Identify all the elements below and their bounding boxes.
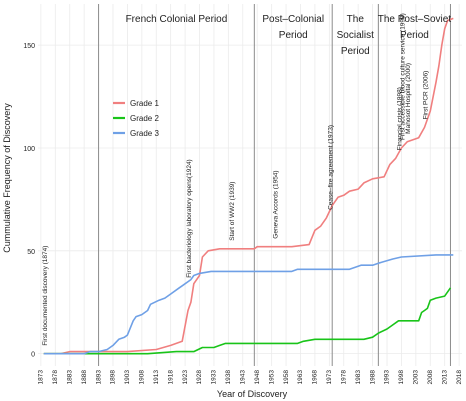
x-tick-label: 1918 bbox=[167, 370, 174, 385]
x-tick-label: 1953 bbox=[268, 370, 275, 385]
x-tick-label: 2008 bbox=[427, 370, 434, 385]
x-tick-label: 1908 bbox=[139, 370, 146, 385]
series-line-grade-1 bbox=[43, 17, 454, 355]
series-lines bbox=[43, 17, 454, 355]
x-tick-label: 1888 bbox=[81, 370, 88, 385]
annotation-label: First accessible blood culture service (… bbox=[399, 13, 406, 140]
x-tick-label: 1938 bbox=[225, 370, 232, 385]
period-labels: French Colonial Period Post–Colonial Perio… bbox=[126, 14, 452, 57]
x-tick-label: 1978 bbox=[340, 370, 347, 385]
annotation-label: First bacteriology laboratory opens(1924… bbox=[186, 159, 193, 278]
x-tick-label: 1973 bbox=[326, 370, 333, 385]
x-tick-label: 1893 bbox=[95, 370, 102, 385]
period-label: Post–Colonial bbox=[262, 14, 324, 25]
x-tick-label: 1883 bbox=[66, 370, 73, 385]
x-tick-label: 1948 bbox=[254, 370, 261, 385]
legend-label: Grade 2 bbox=[130, 114, 159, 123]
annotation-label: Start of WW2 (1939) bbox=[229, 182, 236, 241]
annotation-label: Cease–fire agreement (1973) bbox=[327, 125, 334, 210]
annotation-label: First PCR (2006) bbox=[423, 71, 430, 120]
y-tick-label: 100 bbox=[23, 146, 35, 153]
y-tick-label: 50 bbox=[27, 249, 35, 256]
period-label: The Post–Soviet bbox=[378, 14, 452, 25]
x-tick-label: 1943 bbox=[240, 370, 247, 385]
x-tick-label: 1873 bbox=[38, 370, 45, 385]
x-tick-label: 1968 bbox=[312, 370, 319, 385]
annotations: First documented discovery (1874) First b… bbox=[42, 13, 430, 345]
period-label: French Colonial Period bbox=[126, 14, 228, 25]
annotation-label: Geneva Accords (1954) bbox=[273, 170, 280, 238]
period-label: The bbox=[347, 14, 365, 25]
x-tick-label: 1903 bbox=[124, 370, 131, 385]
x-tick-label: 2013 bbox=[441, 370, 448, 385]
annotation-label: First documented discovery (1874) bbox=[42, 246, 49, 346]
annotation-label: Financial crisis (1998) bbox=[397, 87, 404, 150]
series-line-grade-2 bbox=[43, 287, 452, 355]
x-tick-label: 1923 bbox=[182, 370, 189, 385]
period-label: Socialist bbox=[337, 30, 374, 41]
period-label: Period bbox=[400, 30, 429, 41]
period-dividers bbox=[98, 4, 451, 366]
legend-label: Grade 3 bbox=[130, 129, 159, 138]
y-axis-label: Cummulative Frequency of Discovery bbox=[2, 103, 12, 253]
x-tick-label: 1928 bbox=[196, 370, 203, 385]
period-label: Period bbox=[341, 46, 370, 57]
y-tick-label: 0 bbox=[31, 352, 35, 359]
x-tick-label: 1993 bbox=[384, 370, 391, 385]
period-label: Period bbox=[279, 30, 308, 41]
legend: Grade 1 Grade 2 Grade 3 bbox=[113, 99, 159, 138]
x-axis-label: Year of Discovery bbox=[217, 389, 288, 399]
series-line-grade-3 bbox=[43, 254, 454, 355]
x-axis-ticks: 1873 1878 1883 1888 1893 1898 1903 1908 1913 1918… bbox=[38, 370, 463, 385]
x-tick-label: 1998 bbox=[398, 370, 405, 385]
x-tick-label: 1958 bbox=[283, 370, 290, 385]
y-tick-label: 150 bbox=[23, 43, 35, 50]
x-tick-label: 1913 bbox=[153, 370, 160, 385]
y-axis-ticks: 0 50 100 150 bbox=[23, 43, 35, 359]
x-tick-label: 1983 bbox=[355, 370, 362, 385]
annotation-label: Mahosot Hospital (2000) bbox=[405, 63, 412, 134]
legend-label: Grade 1 bbox=[130, 99, 159, 108]
x-tick-label: 2018 bbox=[456, 370, 463, 385]
x-tick-label: 1898 bbox=[110, 370, 117, 385]
x-tick-label: 2003 bbox=[413, 370, 420, 385]
x-tick-label: 1988 bbox=[369, 370, 376, 385]
x-tick-label: 1933 bbox=[211, 370, 218, 385]
gridlines bbox=[38, 4, 462, 366]
x-tick-label: 1878 bbox=[52, 370, 59, 385]
x-tick-label: 1963 bbox=[297, 370, 304, 385]
